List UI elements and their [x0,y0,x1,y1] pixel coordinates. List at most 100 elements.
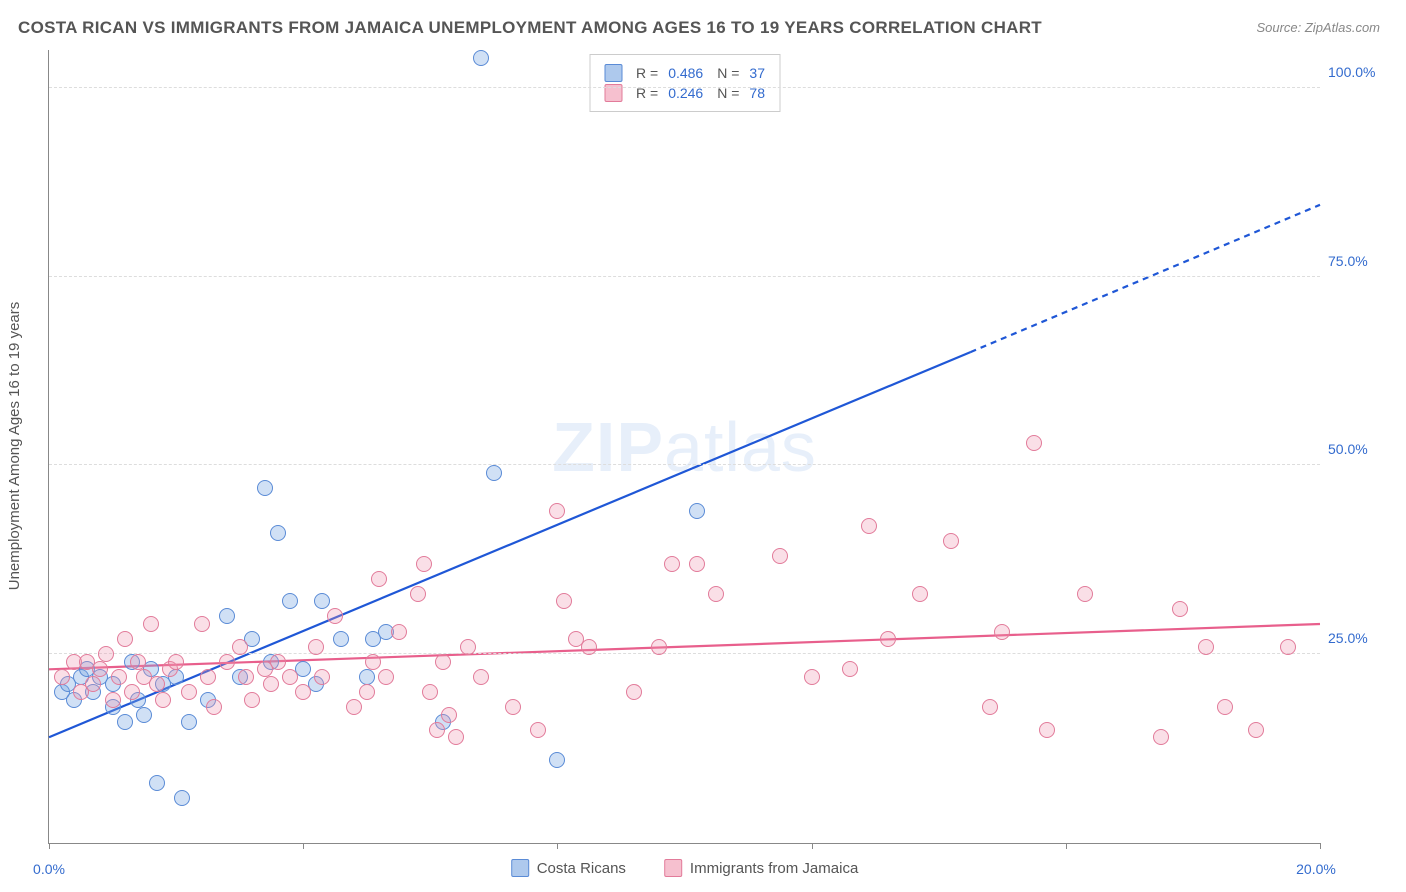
data-point [314,669,330,685]
data-point [530,722,546,738]
data-point [149,676,165,692]
chart-title: COSTA RICAN VS IMMIGRANTS FROM JAMAICA U… [18,18,1042,38]
r-label: R = [636,65,658,81]
data-point [232,639,248,655]
data-point [327,608,343,624]
gridline [49,276,1320,277]
data-point [391,624,407,640]
data-point [149,775,165,791]
data-point [282,593,298,609]
data-point [689,556,705,572]
data-point [912,586,928,602]
legend-label: Immigrants from Jamaica [690,860,858,877]
legend-series: Costa Ricans Immigrants from Jamaica [511,859,859,877]
data-point [435,654,451,670]
data-point [136,707,152,723]
data-point [943,533,959,549]
data-point [1153,729,1169,745]
data-point [708,586,724,602]
data-point [219,608,235,624]
legend-correlation: R = 0.486 N = 37 R = 0.246 N = 78 [589,54,780,112]
y-tick-label: 25.0% [1328,630,1388,646]
data-point [174,790,190,806]
data-point [772,548,788,564]
gridline [49,464,1320,465]
data-point [314,593,330,609]
data-point [181,684,197,700]
x-tick-mark [812,843,813,849]
data-point [1077,586,1093,602]
data-point [448,729,464,745]
x-tick-mark [49,843,50,849]
data-point [422,684,438,700]
data-point [880,631,896,647]
gridline [49,87,1320,88]
data-point [359,684,375,700]
data-point [295,684,311,700]
data-point [143,616,159,632]
data-point [689,503,705,519]
data-point [460,639,476,655]
data-point [664,556,680,572]
data-point [263,676,279,692]
data-point [111,669,127,685]
y-tick-label: 75.0% [1328,253,1388,269]
data-point [365,654,381,670]
x-tick-mark [1066,843,1067,849]
data-point [486,465,502,481]
data-point [549,752,565,768]
x-tick-label: 0.0% [33,861,65,877]
data-point [98,646,114,662]
x-tick-mark [557,843,558,849]
data-point [441,707,457,723]
x-tick-mark [303,843,304,849]
y-axis-label: Unemployment Among Ages 16 to 19 years [6,302,23,591]
swatch-pink-icon [664,859,682,877]
data-point [994,624,1010,640]
data-point [130,654,146,670]
data-point [416,556,432,572]
plot-area: ZIPatlas R = 0.486 N = 37 R = 0.246 N = … [48,50,1320,844]
data-point [1172,601,1188,617]
data-point [181,714,197,730]
data-point [282,669,298,685]
data-point [1280,639,1296,655]
data-point [861,518,877,534]
data-point [410,586,426,602]
n-label: N = [717,65,739,81]
data-point [1217,699,1233,715]
swatch-blue-icon [604,64,622,82]
data-point [429,722,445,738]
data-point [168,654,184,670]
data-point [244,692,260,708]
data-point [1026,435,1042,451]
data-point [626,684,642,700]
data-point [804,669,820,685]
data-point [1198,639,1214,655]
n-value: 37 [749,65,765,81]
data-point [473,669,489,685]
y-tick-label: 50.0% [1328,441,1388,457]
data-point [238,669,254,685]
data-point [85,676,101,692]
data-point [200,669,216,685]
data-point [1039,722,1055,738]
data-point [219,654,235,670]
swatch-blue-icon [511,859,529,877]
data-point [155,692,171,708]
data-point [117,631,133,647]
data-point [54,669,70,685]
legend-row-blue: R = 0.486 N = 37 [604,64,765,82]
data-point [378,669,394,685]
data-point [206,699,222,715]
data-point [270,525,286,541]
data-point [117,714,133,730]
x-tick-mark [1320,843,1321,849]
data-point [505,699,521,715]
data-point [549,503,565,519]
x-tick-label: 20.0% [1296,861,1336,877]
data-point [92,661,108,677]
data-point [581,639,597,655]
data-point [346,699,362,715]
data-point [194,616,210,632]
